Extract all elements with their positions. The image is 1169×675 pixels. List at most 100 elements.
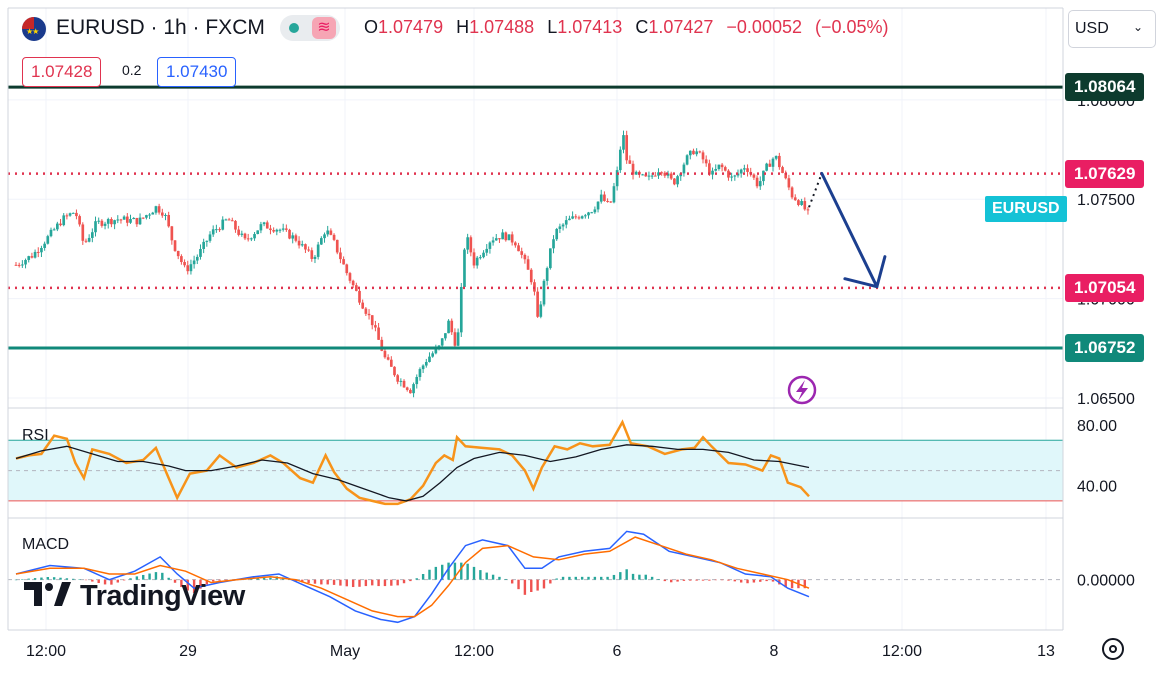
settings-icon[interactable]	[1102, 638, 1124, 660]
candle-body	[304, 244, 307, 250]
level-tag-1: 1.08064	[1065, 73, 1145, 102]
sell-price-button[interactable]: 1.07428	[22, 57, 102, 87]
candle-body	[631, 163, 635, 175]
macd-histogram-bar	[224, 579, 228, 581]
macd-histogram-bar	[21, 579, 24, 580]
macd-histogram-bar	[396, 579, 399, 586]
macd-histogram-bar	[612, 574, 616, 580]
macd-histogram-bar	[784, 579, 787, 588]
candle-body	[755, 177, 759, 187]
high-value: 1.07488	[469, 17, 535, 37]
candle-body	[720, 164, 724, 168]
candle-body	[167, 214, 171, 227]
rsi-tick-label: 80.00	[1077, 418, 1117, 435]
candle-body	[488, 242, 492, 249]
macd-histogram-bar	[504, 578, 508, 580]
macd-histogram-bar	[364, 579, 368, 587]
candle-body	[122, 216, 126, 220]
candle-body	[24, 259, 27, 265]
candle-body	[374, 325, 377, 328]
candle-body	[269, 228, 272, 231]
candle-body	[320, 238, 323, 245]
currency-select[interactable]: USD ⌄	[1068, 10, 1156, 48]
candle-body	[237, 229, 240, 235]
candle-body	[673, 178, 676, 185]
candle-body	[599, 194, 603, 202]
macd-histogram-bar	[65, 578, 69, 580]
candle-body	[294, 235, 298, 241]
candle-body	[389, 359, 393, 367]
time-tick-label: 29	[179, 643, 197, 660]
candle-body	[758, 181, 762, 187]
market-open-icon	[289, 23, 299, 33]
candle-body	[660, 172, 663, 174]
macd-histogram-bar	[746, 579, 749, 584]
candle-body	[90, 232, 94, 238]
candle-body	[129, 219, 132, 223]
candle-body	[313, 256, 317, 259]
candle-body	[361, 302, 365, 309]
candle-body	[100, 220, 104, 226]
candle-body	[765, 163, 768, 171]
macd-histogram-bar	[14, 579, 18, 581]
wave-icon[interactable]: ≋	[312, 17, 336, 39]
macd-label[interactable]: MACD	[22, 536, 70, 553]
candle-body	[682, 164, 686, 174]
candle-body	[558, 226, 562, 229]
macd-histogram-bar	[52, 577, 56, 580]
candle-body	[542, 280, 546, 305]
candle-body	[571, 216, 574, 219]
candle-body	[116, 219, 120, 221]
macd-histogram-bar	[84, 579, 88, 581]
candle-body	[463, 249, 466, 287]
candle-body	[278, 229, 282, 231]
candle-body	[723, 167, 727, 171]
macd-histogram-bar	[33, 578, 37, 580]
candle-body	[529, 269, 533, 283]
candle-body	[170, 226, 174, 241]
chevron-down-icon: ⌄	[1132, 20, 1143, 34]
candle-body	[453, 332, 457, 346]
candle-body	[641, 174, 644, 176]
lightning-icon[interactable]	[787, 375, 817, 405]
candle-body	[634, 171, 638, 175]
candle-body	[727, 170, 730, 178]
time-tick-label: 12:00	[454, 643, 494, 660]
candle-body	[412, 384, 415, 394]
candle-body	[663, 172, 667, 176]
candle-body	[285, 228, 288, 230]
macd-panel	[8, 530, 1063, 624]
candle-body	[339, 252, 342, 260]
candle-body	[342, 259, 345, 265]
candle-body	[323, 234, 326, 239]
candle-body	[351, 280, 355, 286]
candle-body	[587, 212, 590, 216]
candle-body	[160, 212, 164, 216]
macd-histogram-bar	[415, 578, 418, 580]
indicator-status-pill[interactable]: ≋	[280, 15, 340, 41]
candle-body	[714, 168, 718, 171]
macd-histogram-bar	[689, 579, 692, 581]
level-tag-2: 1.07629	[1065, 159, 1145, 188]
buy-price-button[interactable]: 1.07430	[157, 57, 237, 87]
macd-histogram-bar	[186, 579, 189, 591]
macd-histogram-bar	[72, 578, 75, 580]
candle-body	[215, 229, 218, 231]
candle-body	[138, 217, 142, 225]
macd-histogram-bar	[173, 579, 177, 583]
rsi-label[interactable]: RSI	[22, 427, 49, 444]
candle-body	[618, 149, 622, 171]
symbol-title[interactable]: EURUSD · 1h · FXCM	[56, 16, 265, 39]
rsi-tick-label: 40.00	[1077, 479, 1117, 496]
candle-body	[768, 163, 772, 167]
candle-body	[208, 234, 212, 241]
macd-histogram-bar	[555, 578, 558, 580]
candle-body	[141, 217, 145, 219]
candle-body	[545, 268, 549, 281]
candle-body	[504, 232, 508, 241]
macd-histogram-bar	[27, 578, 30, 580]
candle-body	[205, 240, 209, 242]
candle-body	[27, 256, 31, 260]
candle-body	[291, 235, 295, 239]
